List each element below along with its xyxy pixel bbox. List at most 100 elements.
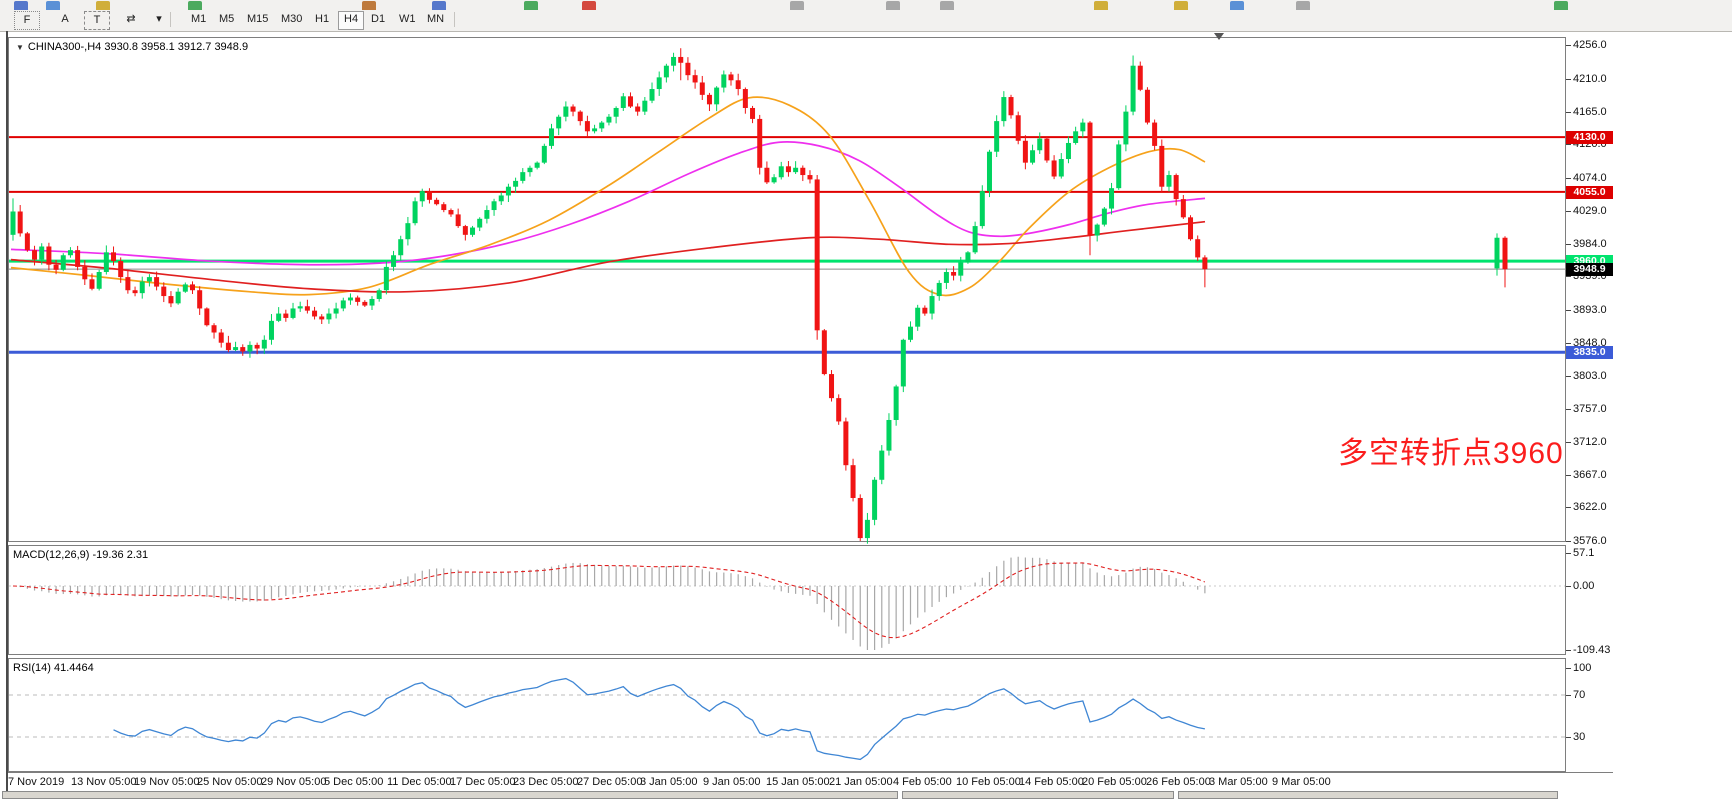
candle-down [821, 330, 827, 375]
candle-down [448, 210, 454, 215]
candle-down [1051, 160, 1057, 177]
candle-up [1037, 138, 1043, 151]
timeframe-button-w1[interactable]: W1 [399, 13, 416, 25]
macd-axis-label: 0.00 [1573, 580, 1595, 592]
rsi-indicator-panel[interactable] [8, 658, 1566, 772]
macd-chart[interactable] [9, 546, 1565, 654]
candle-down [319, 316, 325, 320]
rsi-axis-label: 30 [1573, 731, 1586, 743]
toolbar-icon-partial[interactable] [524, 1, 538, 10]
candlestick-chart-panel[interactable] [8, 37, 1566, 544]
candle-up [642, 100, 648, 112]
candle-down [211, 325, 217, 333]
candle-up [915, 307, 921, 327]
price-tick-mark [1566, 442, 1571, 443]
toolbar-icon-partial[interactable] [46, 1, 60, 10]
toolbar-icon-partial[interactable] [582, 1, 596, 10]
price-tick-mark [1566, 244, 1571, 245]
candle-up [986, 151, 992, 192]
timeframe-button-mn[interactable]: MN [427, 13, 445, 25]
candle-up [527, 167, 533, 173]
time-tick-label: 15 Jan 05:00 [766, 776, 830, 788]
timeframe-button-m30[interactable]: M30 [281, 13, 303, 25]
toolbar-icon-partial[interactable] [188, 1, 202, 10]
candle-down [111, 252, 117, 262]
candle-down [1044, 138, 1050, 161]
candle-down [829, 374, 835, 399]
candle-up [663, 65, 669, 78]
price-tick-label: 4256.0 [1573, 39, 1607, 51]
price-tick-label: 4165.0 [1573, 106, 1607, 118]
chart-annotation-text: 多空转折点3960 [1338, 437, 1564, 470]
chart-shift-marker-icon[interactable] [1214, 33, 1224, 40]
price-tick-label: 4029.0 [1573, 205, 1607, 217]
candlestick-chart[interactable] [9, 38, 1565, 544]
candle-down [53, 264, 59, 270]
price-badge: 4055.0 [1566, 186, 1613, 199]
candle-down [32, 250, 38, 260]
candle-up [419, 191, 425, 202]
candle-up [491, 201, 497, 211]
time-axis-line [8, 772, 1613, 773]
timeframe-button-m15[interactable]: M15 [247, 13, 269, 25]
candle-up [60, 255, 66, 270]
candle-up [886, 419, 892, 451]
timeframe-button-h1[interactable]: H1 [315, 13, 330, 25]
candle-up [1494, 237, 1500, 269]
toolbar-icon-partial[interactable] [14, 1, 28, 10]
candle-down [685, 62, 691, 76]
candle-up [592, 128, 598, 132]
toolbar-icon-partial[interactable] [1554, 1, 1568, 10]
price-tick-mark [1566, 144, 1571, 145]
rsi-axis-label: 100 [1573, 662, 1592, 674]
candle-down [627, 96, 633, 107]
toolbar-icon-partial[interactable] [1296, 1, 1310, 10]
toolbar-icon-partial[interactable] [1230, 1, 1244, 10]
candle-down [1188, 217, 1194, 240]
candle-down [1144, 89, 1150, 123]
candle-down [757, 118, 763, 168]
bottom-tab[interactable] [2, 791, 898, 799]
arrows-dropdown-button[interactable]: ▾ [156, 13, 162, 25]
toolbar-icon-partial[interactable] [940, 1, 954, 10]
macd-axis-label-tick [1566, 553, 1571, 554]
candle-up [965, 252, 971, 263]
timeframe-button-h4[interactable]: H4 [338, 11, 365, 30]
price-tick-mark [1566, 45, 1571, 46]
toolbar-icon-partial[interactable] [432, 1, 446, 10]
candle-up [175, 291, 181, 304]
toolbar-icon-partial[interactable] [96, 1, 110, 10]
time-tick-label: 19 Nov 05:00 [134, 776, 200, 788]
rsi-chart[interactable] [9, 659, 1565, 771]
candle-up [297, 306, 303, 309]
price-tick-mark [1566, 178, 1571, 179]
toolbar-separator [170, 12, 171, 27]
toolbar-icon-partial[interactable] [790, 1, 804, 10]
candle-down [426, 191, 432, 200]
candle-up [994, 121, 1000, 152]
arrows-tool-button[interactable]: ⇄ [126, 13, 136, 25]
bottom-tab[interactable] [1178, 791, 1558, 799]
timeframe-button-m5[interactable]: M5 [219, 13, 235, 25]
candle-up [556, 116, 562, 129]
macd-indicator-panel[interactable] [8, 545, 1566, 655]
toolbar-icon-partial[interactable] [1174, 1, 1188, 10]
candle-down [254, 344, 260, 349]
grid-snap-tool-button[interactable]: F [14, 11, 40, 30]
collapse-triangle-icon[interactable]: ▼ [16, 43, 24, 52]
price-badge: 3835.0 [1566, 346, 1613, 359]
arrow-a-tool-button[interactable]: A [61, 13, 69, 25]
time-tick-label: 10 Feb 05:00 [956, 776, 1021, 788]
candle-up [477, 218, 483, 228]
toolbar-icon-partial[interactable] [1094, 1, 1108, 10]
text-label-tool-button[interactable]: T [84, 11, 110, 30]
toolbar-icon-partial[interactable] [886, 1, 900, 10]
time-tick-label: 5 Dec 05:00 [324, 776, 384, 788]
timeframe-button-d1[interactable]: D1 [371, 13, 386, 25]
price-tick-mark [1566, 475, 1571, 476]
toolbar-icon-partial[interactable] [362, 1, 376, 10]
bottom-tab[interactable] [902, 791, 1174, 799]
candle-up [721, 74, 727, 88]
candle-up [268, 320, 274, 340]
timeframe-button-m1[interactable]: M1 [191, 13, 207, 25]
